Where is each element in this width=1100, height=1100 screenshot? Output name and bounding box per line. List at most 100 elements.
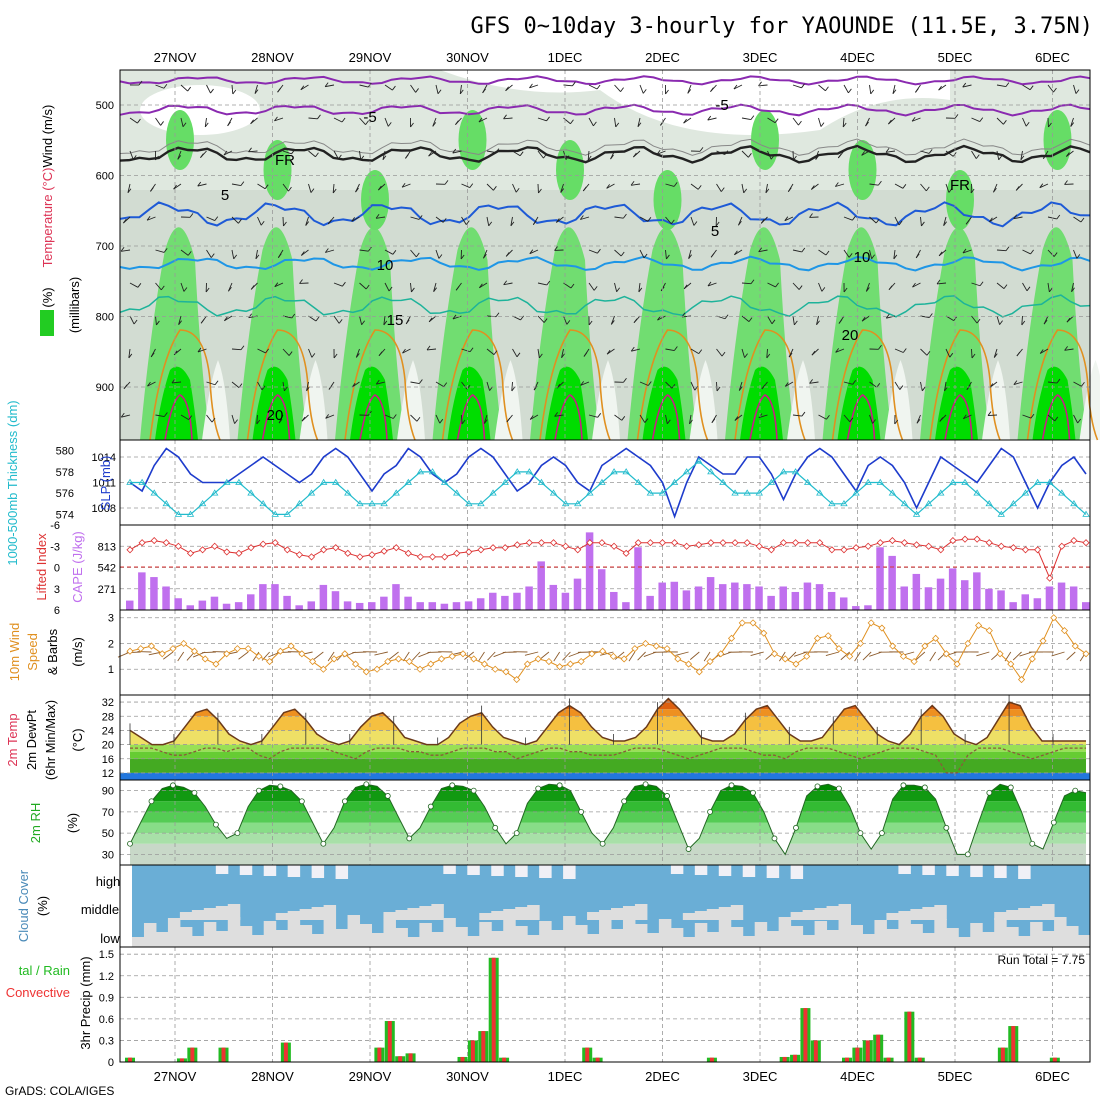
rh-point [449,782,456,789]
barb [758,249,768,253]
cape-bar [985,588,993,610]
barb [308,348,313,358]
barb-feather [710,252,715,258]
barb [690,381,696,391]
wind-point [126,647,134,655]
cape-bar [1057,582,1066,610]
slp-thickness-panel: 1014 1011 1008 580 578 576 574 1000-500mb Thic… [5,400,1091,566]
barb-feather [197,347,202,353]
barb-feather [299,279,303,284]
wind-point [609,652,617,660]
cape-bar [126,600,134,610]
contour-25 [359,394,388,441]
barb [912,282,921,288]
bottom-date-axis: 27NOV 28NOV 29NOV 30NOV 1DEC 2DEC 3DEC 4DEC 5DEC… [154,1069,1070,1084]
barb [614,117,617,127]
barb-feather [809,213,813,218]
barb [529,84,539,89]
cape-bar [198,600,207,610]
thickness-point [876,478,884,485]
rh-band [130,833,1086,844]
cloud-high-fill [766,865,780,878]
li-point [925,542,933,550]
barb [767,150,772,160]
barb-feather [962,414,967,420]
rh-point [535,785,542,792]
barb [758,414,768,419]
thickness-point [380,499,388,507]
cape-bar [973,572,981,610]
cloud-high-fill [718,865,732,876]
wind-point [1060,627,1069,635]
barb-feather [182,122,187,128]
cloud-low-fill [970,923,983,947]
li-point [307,553,316,561]
cape-label: CAPE (J/kg) [70,531,85,603]
barb-feather [925,186,930,192]
barb-feather [120,412,125,418]
barb-feather [210,253,215,258]
cloud-low-fill [407,937,420,947]
bottom-date-29NOV: 29NOV [349,1069,392,1084]
wind-point [706,657,714,666]
barb-feather [1056,214,1061,220]
barb [606,348,615,355]
barb [665,348,675,351]
li-point [1046,574,1054,582]
barb [410,216,420,220]
barb [478,117,488,123]
barb-feather [529,415,534,420]
thickness-point [828,499,836,507]
barb-feather [987,411,992,416]
cloud-high-fill [467,865,480,875]
barb-feather [1020,155,1025,161]
barb-feather [410,122,414,128]
cloud-low-fill [994,918,1007,947]
wind-point [652,642,660,650]
barb-feather [383,320,388,326]
wind-point [169,645,177,653]
thickness-markers [126,457,1090,517]
rh-point [470,787,477,794]
barb-feather [355,353,360,358]
thickness-point [162,499,171,507]
barb [325,84,335,88]
thickness-point [598,478,606,485]
barb [639,249,645,259]
barb-feather [324,248,329,253]
pressure-tick-600: 600 [96,171,114,183]
barb [510,216,513,226]
cloud-high-fill [563,865,576,879]
barb [483,414,488,424]
slp-tick-1008: 1008 [92,503,116,515]
barb-feather [160,121,164,126]
barb [963,414,972,420]
barb-feather [178,320,182,325]
barb [155,117,161,126]
wind-point [352,660,360,668]
barb-feather [405,154,409,159]
rh-tick-50: 50 [102,828,114,840]
barb [461,216,467,225]
barb-feather [503,114,507,120]
barb-feather [774,118,779,123]
cape-bar [501,595,509,610]
barb-feather [738,386,743,391]
barb [410,84,416,93]
wind-point [459,650,467,658]
barb-feather [128,353,133,359]
barb [637,117,641,127]
barb-feather [392,414,397,419]
cloud-low-fill [263,921,277,947]
precip-panel: 1.5 1.2 0.9 0.6 0.3 0 Run Total = 7.75 tal / … [6,946,1091,1069]
barb-feather [255,254,260,260]
surface-barb [793,651,807,657]
barb [231,84,234,95]
barb-feather [1075,89,1080,94]
barb-feather [189,213,194,218]
barb-feather [250,285,255,290]
cloud-low-fill [742,936,756,947]
li-point [937,546,945,554]
barb-feather [770,154,775,160]
cloud-low-fill [203,922,217,947]
